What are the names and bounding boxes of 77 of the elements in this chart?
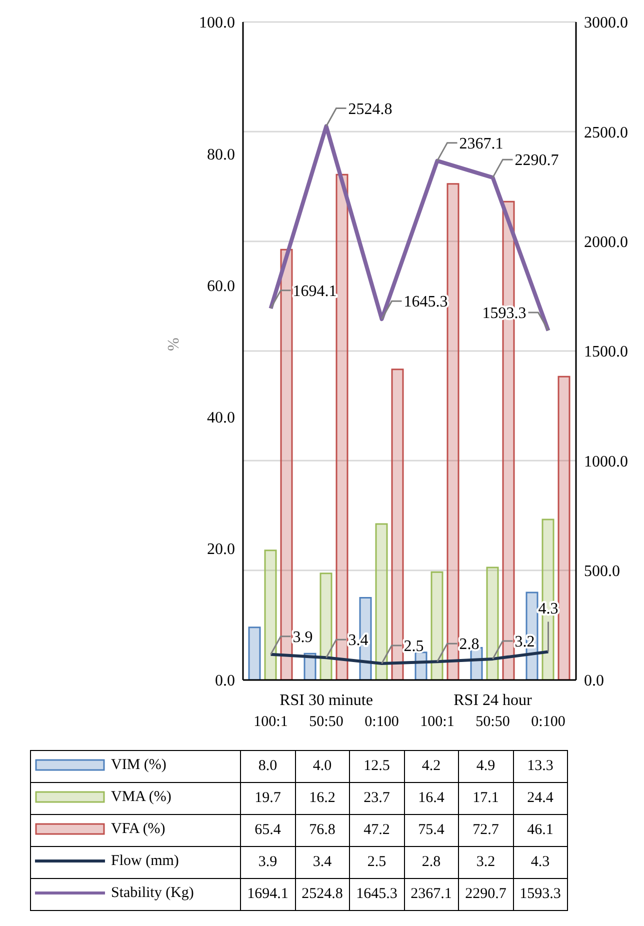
y2-tick-label: 500.0 <box>584 563 620 580</box>
data-label: 65.4 <box>240 814 295 846</box>
x-tick-label: 100:1 <box>420 714 454 730</box>
data-label: 2524.8 <box>295 878 350 910</box>
data-label: 24.4 <box>513 782 568 814</box>
legend-label: Stability (Kg) <box>111 884 194 902</box>
bar <box>280 248 293 680</box>
x-tick-label: 50:50 <box>476 714 510 730</box>
data-label: 3.2 <box>458 846 513 878</box>
data-label: 3.4 <box>295 846 350 878</box>
y-axis-title: % <box>166 338 183 351</box>
y2-tick-label: 1000.0 <box>584 453 628 470</box>
y-tick-label: 100.0 <box>199 14 235 32</box>
text: 2367.1 <box>459 135 504 152</box>
data-label: 2367.1 <box>404 878 458 910</box>
text: 1694.1 <box>292 283 337 300</box>
line-series <box>269 650 550 666</box>
y2-tick-label: 1500.0 <box>584 344 628 361</box>
x-tick-label: 0:100 <box>364 714 399 730</box>
y-tick-label: 80.0 <box>207 146 235 164</box>
y2-tick-label: 2000.0 <box>584 234 628 252</box>
data-label: 4.2 <box>404 750 458 782</box>
data-label: 76.8 <box>295 814 350 846</box>
data-label: 4.3 <box>513 846 568 878</box>
text: 2524.8 <box>348 100 392 118</box>
data-label: 2.5 <box>350 846 404 878</box>
data-label: 19.7 <box>240 782 295 814</box>
data-label: 72.7 <box>458 814 513 846</box>
legend-label: Flow (mm) <box>111 852 179 870</box>
data-label: 47.2 <box>350 814 404 846</box>
bar <box>430 571 444 680</box>
data-label: 4.0 <box>295 750 350 782</box>
data-label: 12.5 <box>350 750 404 782</box>
text: 2.5 <box>404 638 424 656</box>
text: 2.8 <box>459 636 480 654</box>
data-label: 1593.3 <box>513 878 568 910</box>
x-tick-label: 50:50 <box>309 714 344 730</box>
bar <box>264 550 277 680</box>
legend-label: VIM (%) <box>111 756 166 774</box>
text: RSI 30 minute <box>278 692 374 710</box>
data-label: 2.8 <box>404 846 458 878</box>
bar <box>248 626 261 680</box>
bar <box>391 368 404 680</box>
data-label: 46.1 <box>513 814 568 846</box>
data-label: 13.3 <box>513 750 568 782</box>
y-tick-label: 60.0 <box>207 278 235 295</box>
data-label: 3.9 <box>240 846 295 878</box>
data-label: 1694.1 <box>240 878 295 910</box>
data-label: 23.7 <box>350 782 404 814</box>
x-tick-label: 100:1 <box>254 714 288 730</box>
y-tick-label: 40.0 <box>207 409 235 426</box>
y-tick-label: 20.0 <box>207 541 235 558</box>
data-label: 75.4 <box>404 814 458 846</box>
bar <box>320 572 332 680</box>
bar <box>336 174 348 680</box>
data-label: 16.2 <box>295 782 350 814</box>
x-tick-label: 0:100 <box>531 714 566 730</box>
bar <box>375 523 388 680</box>
text: 3.9 <box>292 628 313 646</box>
data-label: 1645.3 <box>350 878 404 910</box>
legend-label: VFA (%) <box>111 820 166 838</box>
y2-tick-label: 3000.0 <box>584 14 628 32</box>
text: 4.3 <box>538 600 558 618</box>
bar <box>446 183 460 680</box>
text: RSI 24 hour <box>452 692 533 710</box>
legend-label: VMA (%) <box>111 788 172 806</box>
text: 2290.7 <box>514 152 559 170</box>
data-label: 16.4 <box>404 782 458 814</box>
data-label: 4.9 <box>458 750 513 782</box>
data-label: 8.0 <box>240 750 295 782</box>
data-label: 2290.7 <box>458 878 513 910</box>
y-tick-label: 0.0 <box>215 672 235 690</box>
data-label: 17.1 <box>458 782 513 814</box>
y2-tick-label: 0.0 <box>584 672 604 690</box>
bar <box>486 566 499 680</box>
bar <box>558 376 570 680</box>
y2-tick-label: 2500.0 <box>584 124 628 142</box>
